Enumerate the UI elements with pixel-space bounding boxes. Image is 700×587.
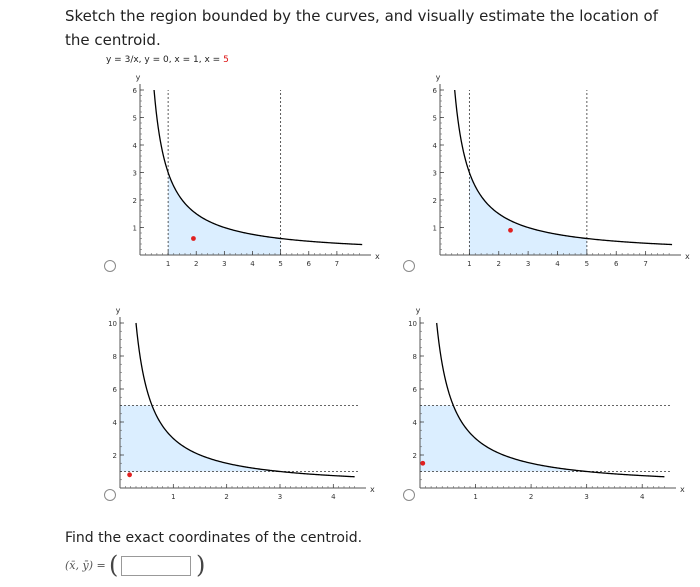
y-tick-label: 1: [433, 225, 437, 233]
x-tick-label: 4: [250, 260, 255, 268]
x-tick-label: 7: [335, 260, 339, 268]
y-axis-label: y: [416, 308, 421, 315]
x-tick-label: 1: [467, 260, 471, 268]
centroid-dot: [191, 236, 196, 241]
y-axis-label: y: [136, 73, 141, 82]
open-paren: (: [109, 551, 119, 579]
x-tick-label: 3: [526, 260, 530, 268]
graph-choice-d: x y 1 2 3 4 2 4 6 8 10: [408, 308, 685, 501]
x-tick-label: 2: [529, 493, 533, 501]
shaded-region: [469, 172, 587, 255]
x-tick-label: 1: [166, 260, 170, 268]
curve-3-over-x: [135, 322, 355, 478]
y-tick-label: 5: [433, 115, 437, 123]
x-tick-label: 4: [555, 260, 560, 268]
x-tick-label: 1: [171, 493, 175, 501]
equations-text: y = 3/x, y = 0, x = 1, x =: [106, 55, 224, 65]
y-tick-label: 2: [433, 197, 437, 205]
y-tick-label: 2: [133, 197, 137, 205]
x-axis-label: x: [680, 485, 685, 494]
y-tick-label: 3: [433, 170, 437, 178]
graph-choice-c: x y 1 2 3 4 2 4 6 8 10: [108, 308, 375, 501]
x-tick-label: 5: [278, 260, 282, 268]
y-tick-label: 4: [133, 142, 138, 150]
x-tick-label: 7: [643, 260, 647, 268]
y-tick-label: 4: [433, 142, 438, 150]
centroid-dot: [508, 227, 513, 233]
y-axis-label: y: [436, 73, 441, 82]
y-tick-label: 6: [433, 87, 438, 95]
x-axis-label: x: [375, 252, 380, 261]
graph-choice-a: x y 1 2 3 4 5 6 7 1 2 3 4 5 6: [133, 73, 380, 268]
curve-3-over-x: [436, 322, 665, 478]
y-tick-label: 2: [113, 452, 117, 460]
x-tick-label: 6: [307, 260, 312, 268]
centroid-dot: [127, 472, 132, 478]
x-tick-label: 4: [640, 493, 645, 501]
radio-choice-d[interactable]: [403, 489, 415, 501]
radio-choice-a[interactable]: [104, 260, 116, 272]
y-tick-label: 4: [113, 419, 118, 427]
x-tick-label: 3: [584, 493, 588, 501]
problem-instruction: Sketch the region bounded by the curves,…: [65, 7, 659, 49]
y-tick-label: 1: [133, 225, 137, 233]
x-tick-label: 2: [497, 260, 501, 268]
radio-choice-b[interactable]: [403, 260, 415, 272]
y-tick-label: 3: [133, 170, 137, 178]
curve-3-over-x: [153, 89, 363, 246]
x-tick-label: 3: [278, 493, 282, 501]
centroid-answer-input[interactable]: [121, 556, 191, 576]
centroid-dot: [420, 460, 426, 466]
x-tick-label: 5: [585, 260, 589, 268]
centroid-label: (x̄, ȳ) =: [65, 559, 106, 572]
graph-choice-b: x y 1 2 3 4 5 6 7 1 2 3 4 5 6: [433, 73, 690, 268]
equations-highlight: 5: [223, 55, 229, 65]
y-tick-label: 10: [408, 320, 417, 328]
y-tick-label: 6: [113, 386, 118, 394]
y-tick-label: 4: [413, 419, 418, 427]
y-tick-label: 6: [413, 386, 418, 394]
curve-3-over-x: [454, 89, 673, 246]
shaded-region: [420, 405, 587, 472]
y-tick-label: 8: [113, 353, 117, 361]
x-tick-label: 6: [614, 260, 619, 268]
y-tick-label: 2: [413, 452, 417, 460]
y-tick-label: 5: [133, 115, 137, 123]
x-axis-label: x: [370, 485, 375, 494]
shaded-region: [168, 172, 281, 255]
y-tick-label: 10: [108, 320, 117, 328]
y-tick-label: 8: [413, 353, 417, 361]
x-tick-label: 3: [222, 260, 226, 268]
x-tick-label: 2: [224, 493, 228, 501]
problem-equations: y = 3/x, y = 0, x = 1, x = 5: [106, 55, 229, 65]
radio-choice-c[interactable]: [104, 489, 116, 501]
x-tick-label: 2: [194, 260, 198, 268]
x-tick-label: 4: [331, 493, 336, 501]
x-tick-label: 1: [473, 493, 477, 501]
x-axis-label: x: [685, 252, 690, 261]
find-instruction: Find the exact coordinates of the centro…: [65, 530, 363, 546]
y-tick-label: 6: [133, 87, 138, 95]
y-axis-label: y: [116, 308, 121, 315]
shaded-region: [120, 405, 280, 472]
close-paren: ): [196, 551, 206, 579]
